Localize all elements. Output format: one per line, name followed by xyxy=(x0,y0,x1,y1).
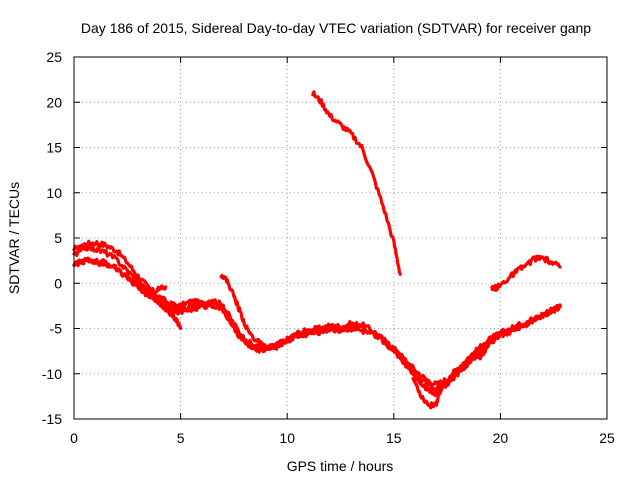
series-line-segment-e xyxy=(411,376,443,410)
y-tick-label: 25 xyxy=(46,49,62,65)
x-tick-label: 0 xyxy=(70,430,78,446)
series-line-segment-f xyxy=(473,334,496,361)
series-line-track-1 xyxy=(72,239,562,387)
y-tick-label: 5 xyxy=(54,230,62,246)
y-tick-label: 10 xyxy=(46,185,62,201)
chart-title: Day 186 of 2015, Sidereal Day-to-day VTE… xyxy=(81,20,591,36)
y-tick-label: -5 xyxy=(50,321,63,337)
y-tick-label: 20 xyxy=(46,94,62,110)
x-tick-label: 5 xyxy=(177,430,185,446)
series-line-track-3 xyxy=(72,243,562,393)
y-tick-label: -15 xyxy=(42,411,62,427)
plot-frame xyxy=(73,56,608,420)
x-tick-label: 25 xyxy=(599,430,615,446)
y-tick-label: 0 xyxy=(54,275,62,291)
x-tick-label: 15 xyxy=(386,430,402,446)
y-axis-label: SDTVAR / TECUs xyxy=(6,182,22,294)
y-tick-label: 15 xyxy=(46,140,62,156)
series-line-segment-c xyxy=(219,273,279,352)
series-line-segment-b xyxy=(140,284,168,298)
series-line-segment-g xyxy=(490,254,562,292)
series-line-segment-d xyxy=(311,90,402,276)
series-line-segment-a xyxy=(72,256,183,331)
x-tick-label: 10 xyxy=(279,430,295,446)
x-tick-label: 20 xyxy=(493,430,509,446)
y-tick-label: -10 xyxy=(42,366,62,382)
x-axis-label: GPS time / hours xyxy=(287,458,394,474)
